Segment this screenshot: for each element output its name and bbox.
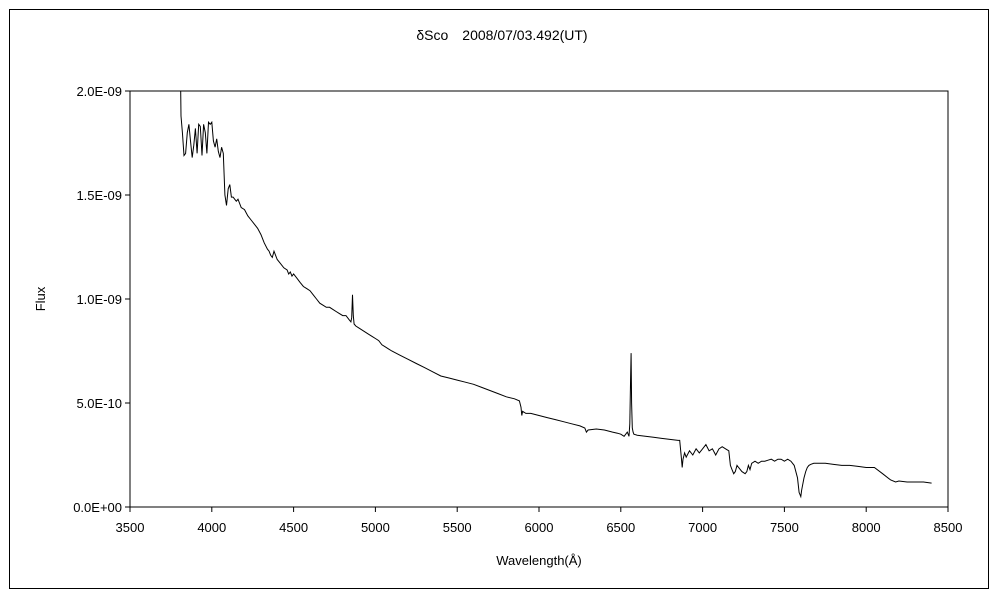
x-tick-label: 3500 — [116, 520, 145, 535]
x-axis-title: Wavelength(Å) — [496, 553, 582, 568]
chart-frame — [9, 9, 989, 589]
x-tick-label: 5000 — [361, 520, 390, 535]
y-tick-label: 1.5E-09 — [76, 188, 122, 203]
x-tick-label: 5500 — [443, 520, 472, 535]
plot-area — [129, 90, 949, 508]
y-tick-label: 1.0E-09 — [76, 292, 122, 307]
x-tick-label: 6500 — [606, 520, 635, 535]
x-tick-label: 6000 — [525, 520, 554, 535]
y-tick-label: 0.0E+00 — [73, 500, 122, 515]
series-line-spectrum — [180, 90, 932, 499]
chart-title: δSco 2008/07/03.492(UT) — [416, 27, 587, 43]
x-tick-label: 8000 — [852, 520, 881, 535]
x-tick-label: 7000 — [688, 520, 717, 535]
x-tick-label: 4000 — [197, 520, 226, 535]
x-tick-label: 8500 — [934, 520, 963, 535]
x-tick-label: 4500 — [279, 520, 308, 535]
y-tick-label: 2.0E-09 — [76, 84, 122, 99]
y-axis-title: Flux — [33, 286, 48, 311]
x-axis: 3500 4000 4500 5000 5500 6000 6500 7000 7500 8000… — [116, 507, 963, 535]
y-tick-label: 5.0E-10 — [76, 396, 122, 411]
x-tick-label: 7500 — [770, 520, 799, 535]
y-axis: 0.0E+00 5.0E-10 1.0E-09 1.5E-09 2.0E-09 — [73, 84, 130, 515]
